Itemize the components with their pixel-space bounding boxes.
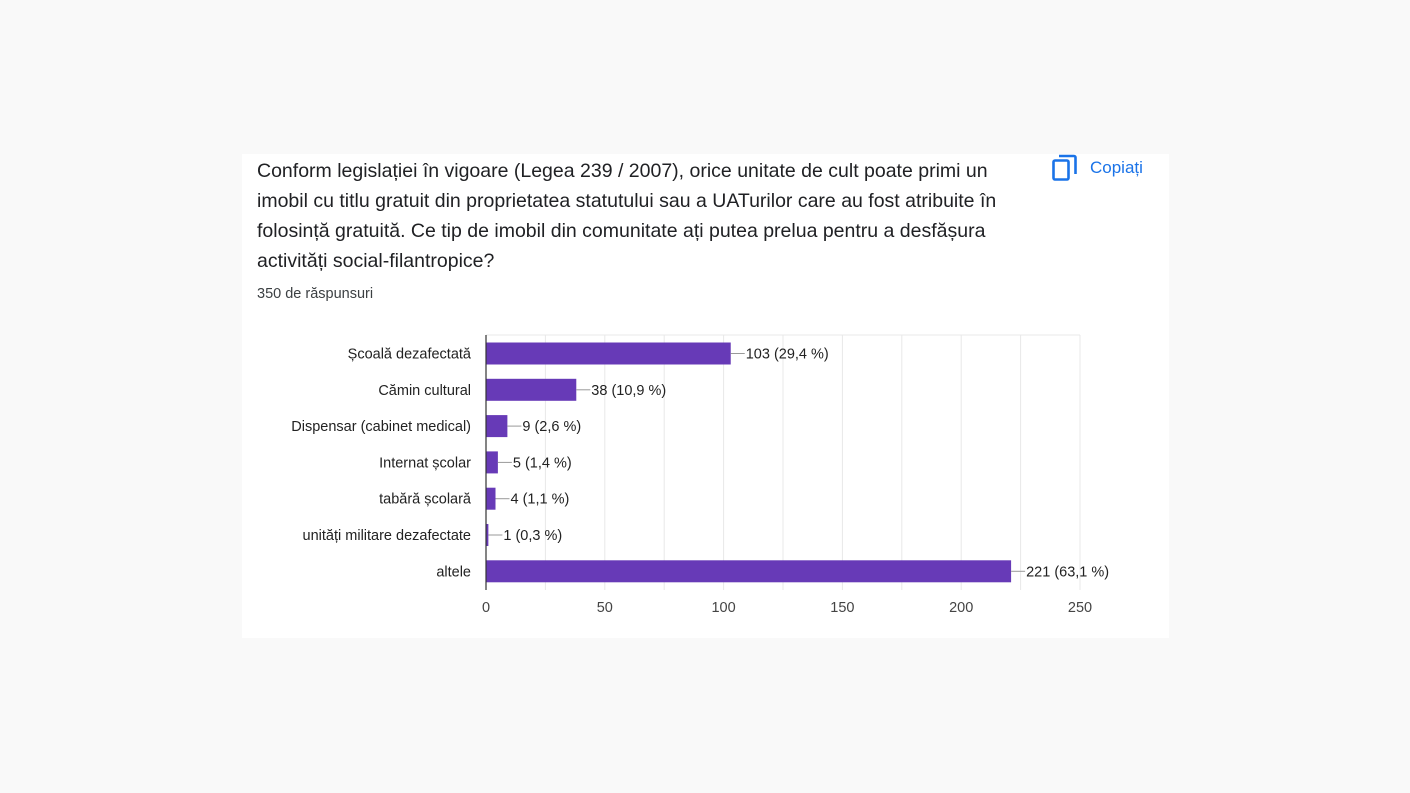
bar — [486, 451, 498, 474]
question-card: Conform legislației în vigoare (Legea 23… — [242, 154, 1169, 638]
bar — [486, 415, 508, 438]
response-count: 350 de răspunsuri — [257, 286, 374, 302]
category-label: Cămin cultural — [378, 383, 471, 399]
data-label: 103 (29,4 %) — [746, 347, 829, 363]
copy-button[interactable]: Copiați — [1052, 154, 1143, 182]
bar — [486, 342, 731, 365]
data-label: 9 (2,6 %) — [522, 419, 581, 435]
category-label: Internat școlar — [379, 455, 471, 471]
data-label: 38 (10,9 %) — [591, 383, 666, 399]
category-label: Dispensar (cabinet medical) — [291, 419, 471, 435]
x-tick-label: 200 — [949, 600, 973, 616]
category-label: altele — [436, 564, 471, 580]
x-tick-label: 50 — [597, 600, 613, 616]
bar — [486, 524, 489, 546]
bar-chart: Școală dezafectată 103 (29,4 %) Cămin cult… — [291, 334, 1109, 616]
x-tick-label: 0 — [482, 600, 490, 616]
copy-icon — [1052, 154, 1078, 182]
bar — [486, 378, 577, 401]
category-label: Școală dezafectată — [348, 347, 472, 363]
data-label: 5 (1,4 %) — [513, 455, 572, 471]
data-label: 4 (1,1 %) — [511, 492, 570, 508]
category-label: unități militare dezafectate — [303, 528, 471, 544]
question-title: Conform legislației în vigoare (Legea 23… — [257, 160, 997, 272]
x-tick-label: 150 — [830, 600, 854, 616]
data-label: 221 (63,1 %) — [1026, 564, 1109, 580]
x-tick-label: 100 — [711, 600, 735, 616]
bar — [486, 560, 1012, 583]
category-label: tabără școlară — [379, 492, 472, 508]
data-label: 1 (0,3 %) — [503, 528, 562, 544]
x-tick-label: 250 — [1068, 600, 1092, 616]
copy-button-label: Copiați — [1090, 158, 1143, 177]
bar — [486, 487, 496, 510]
